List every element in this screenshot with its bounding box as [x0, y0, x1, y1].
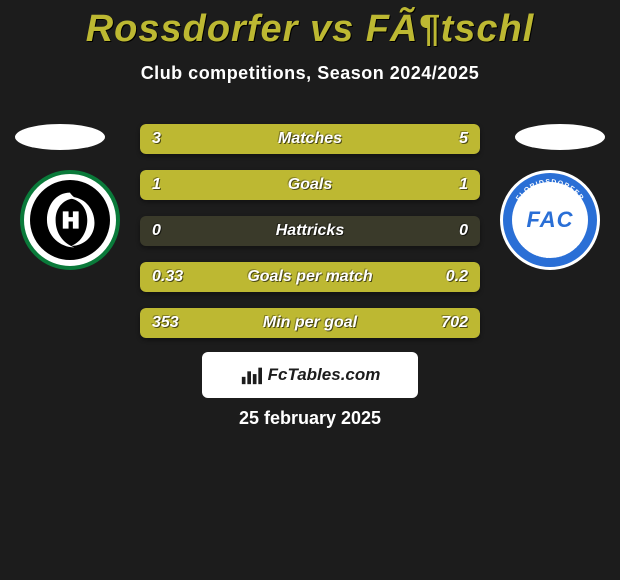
stat-label: Matches: [140, 124, 480, 154]
stat-label: Hattricks: [140, 216, 480, 246]
comparison-date: 25 february 2025: [0, 408, 620, 429]
badge-inner: FAC: [512, 182, 588, 258]
page-title: Rossdorfer vs FÃ¶tschl: [0, 0, 620, 51]
club-badge-left: [20, 170, 120, 270]
stat-row: 11Goals: [140, 170, 480, 200]
svr-swirl-icon: [34, 184, 106, 256]
flag-left: [15, 124, 105, 150]
stat-row: 0.330.2Goals per match: [140, 262, 480, 292]
stat-row: 35Matches: [140, 124, 480, 154]
stat-label: Goals per match: [140, 262, 480, 292]
brand-box[interactable]: FcTables.com: [202, 352, 418, 398]
club-badge-right: FLORIDSDORFER ATHLETIKSPORT-CLUB FAC: [500, 170, 600, 270]
stat-label: Goals: [140, 170, 480, 200]
flag-right: [515, 124, 605, 150]
bar-chart-icon: [240, 364, 262, 386]
badge-inner: [30, 180, 110, 260]
badge-text: FAC: [527, 207, 574, 233]
stat-row: 00Hattricks: [140, 216, 480, 246]
brand-label: FcTables.com: [268, 365, 381, 385]
page-subtitle: Club competitions, Season 2024/2025: [0, 63, 620, 84]
stat-label: Min per goal: [140, 308, 480, 338]
stats-container: 35Matches 11Goals 00Hattricks 0.330.2Goals …: [140, 124, 480, 354]
stat-row: 353702Min per goal: [140, 308, 480, 338]
